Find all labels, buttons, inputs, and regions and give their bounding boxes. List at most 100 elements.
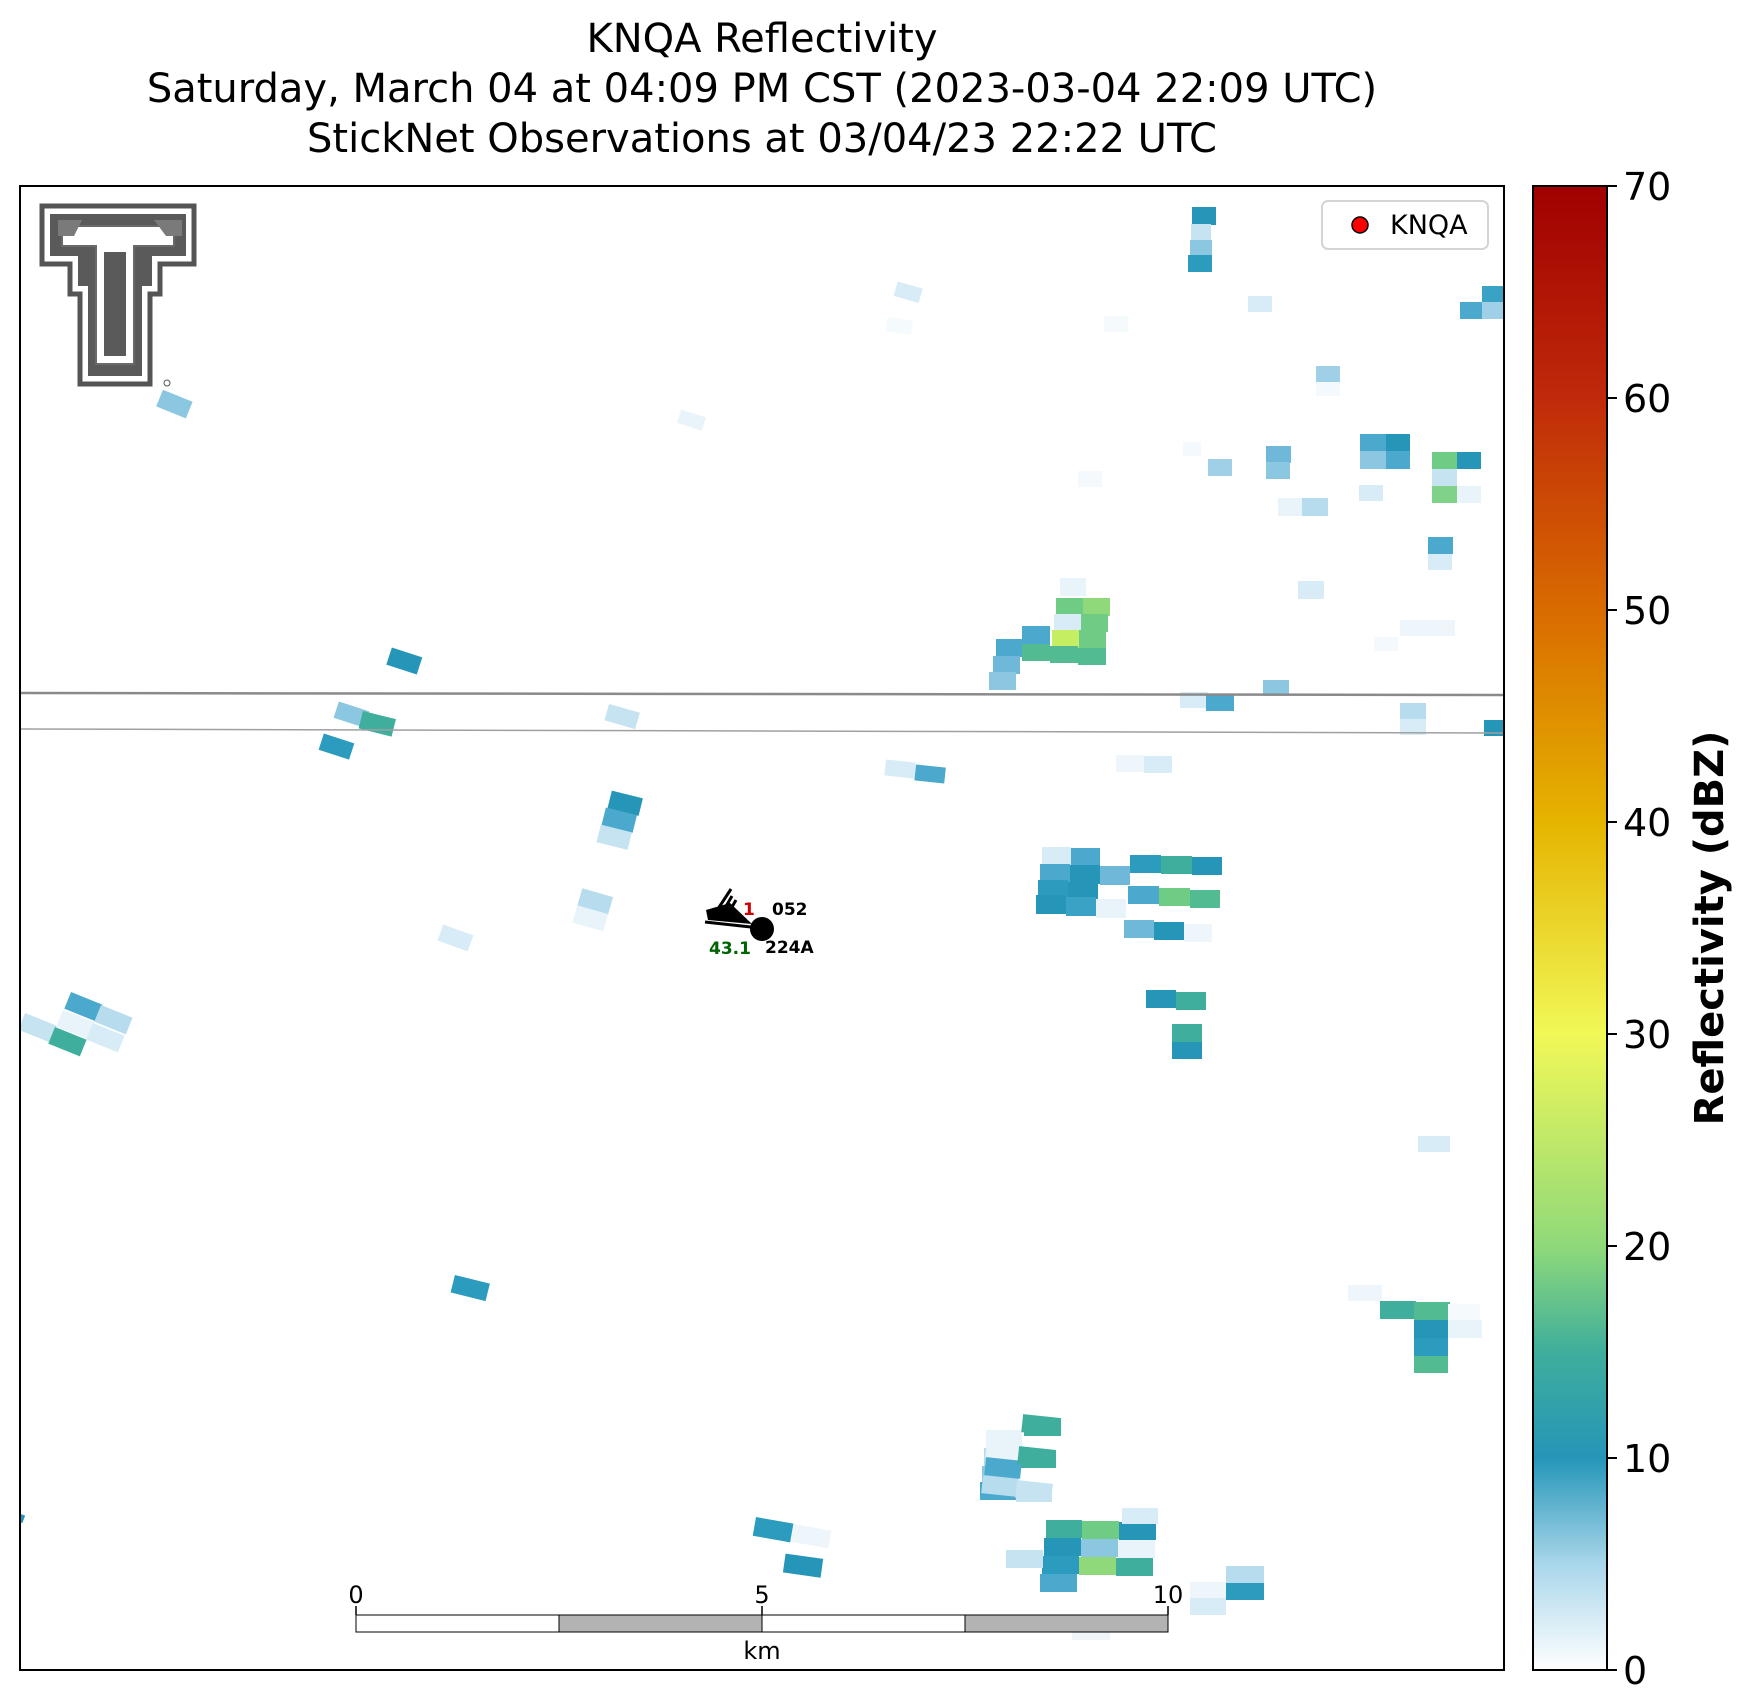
echo-cell	[1054, 614, 1081, 632]
echo-cell	[64, 991, 103, 1022]
echo-cell	[1083, 598, 1110, 616]
echo-cell	[1206, 694, 1234, 711]
echo-cell	[1482, 302, 1504, 319]
echo-cell	[790, 1524, 832, 1549]
echo-cell	[1184, 924, 1212, 942]
echo-cell	[1278, 498, 1304, 516]
boundary-line-upper	[20, 691, 1504, 697]
echo-cell	[782, 1553, 824, 1578]
scale-tick-label: 10	[1153, 1581, 1184, 1609]
echo-cell	[333, 701, 370, 728]
colorbar-label: Reflectivity (dBZ)	[1687, 731, 1733, 1126]
colorbar: 0 10 20 30 40 50 60 70 Reflectivity (dBZ)	[1532, 165, 1733, 1693]
boundary-line-lower	[20, 728, 1504, 734]
echo-cell	[1161, 856, 1192, 874]
echo-cell	[752, 1517, 794, 1543]
echo-cell	[1374, 637, 1398, 651]
station-temperature: 1	[743, 900, 755, 920]
echo-cell	[386, 647, 423, 675]
echo-cell	[1360, 451, 1386, 469]
colorbar-gradient	[1532, 185, 1608, 1671]
echo-cell	[1078, 648, 1106, 665]
colorbar-tick-label: 10	[1623, 1437, 1671, 1481]
echo-cell	[1021, 1414, 1059, 1436]
title-datetime: Saturday, March 04 at 04:09 PM CST (2023…	[146, 66, 1378, 112]
echo-cell	[1190, 1598, 1226, 1615]
echo-cell	[1414, 1338, 1448, 1356]
echo-cell	[1188, 255, 1212, 272]
echo-cell	[1130, 855, 1161, 873]
scale-tick-label: 0	[348, 1581, 363, 1609]
colorbar-tick-label: 0	[1623, 1649, 1647, 1693]
echo-cell	[1144, 756, 1172, 773]
station-dewpoint: 43.1	[709, 939, 751, 959]
echo-cell	[1348, 1285, 1382, 1301]
echo-cell	[1183, 442, 1201, 456]
echo-cell	[985, 1439, 1023, 1461]
echo-cell	[1192, 207, 1216, 225]
echo-cell	[604, 703, 640, 730]
echo-cell	[1060, 578, 1086, 596]
echo-cell	[1266, 446, 1291, 463]
echo-cell	[596, 824, 632, 850]
echo-cell	[1432, 452, 1457, 470]
echo-cell	[1071, 848, 1100, 867]
echo-cell	[1208, 459, 1232, 476]
scale-segment	[761, 1614, 966, 1633]
echo-cell	[601, 807, 637, 833]
echo-cell	[1457, 486, 1481, 503]
title-radar: KNQA Reflectivity	[586, 16, 938, 62]
echo-cell	[1050, 646, 1078, 663]
echo-cell	[1124, 920, 1154, 938]
echo-cell	[1298, 581, 1324, 599]
echo-cell	[1400, 719, 1426, 735]
echo-cell	[1176, 992, 1206, 1010]
echo-cell	[1432, 486, 1457, 503]
legend: KNQA	[1321, 200, 1489, 250]
echo-cell	[1100, 866, 1130, 885]
echo-cell	[1418, 1136, 1450, 1152]
echo-cell	[1017, 1446, 1055, 1468]
echo-cell	[1079, 1557, 1116, 1575]
echo-cell	[1119, 1522, 1156, 1540]
echo-cell	[1428, 537, 1453, 554]
station-marker	[750, 917, 774, 941]
echo-cell	[1040, 864, 1070, 883]
colorbar-tick-label: 60	[1623, 377, 1671, 421]
echo-cell	[607, 790, 643, 816]
echo-cell	[1118, 1540, 1155, 1558]
echo-cell	[1190, 240, 1212, 256]
echo-cell	[1263, 680, 1289, 696]
wind-barb-fill	[706, 903, 752, 924]
echo-cell	[1414, 1320, 1448, 1338]
echo-cell	[1096, 899, 1126, 918]
echo-cell	[1460, 302, 1484, 319]
echo-cell	[1052, 630, 1079, 648]
echo-cell	[1191, 224, 1211, 241]
echo-cell	[48, 1026, 87, 1057]
echo-cell	[450, 1274, 490, 1302]
echo-cell	[1190, 890, 1220, 908]
echo-cell	[318, 733, 355, 760]
echo-cell	[996, 639, 1022, 657]
texas-tech-double-t-logo	[39, 203, 197, 387]
map-frame	[19, 185, 1505, 1671]
echo-cell	[1302, 498, 1328, 516]
figure-title: KNQA Reflectivity Saturday, March 04 at …	[20, 14, 1504, 164]
echo-cell	[437, 924, 474, 952]
scale-bar: 0 5 10 km	[348, 1581, 1183, 1665]
echo-cell	[1414, 1356, 1448, 1373]
reflectivity-layer	[20, 207, 1504, 1640]
echo-cell	[1078, 471, 1102, 487]
echo-cell	[1266, 462, 1290, 479]
scale-segment	[355, 1614, 560, 1633]
scale-segment	[964, 1614, 1169, 1633]
echo-cell	[20, 1012, 57, 1043]
echo-cell	[1104, 316, 1128, 332]
legend-marker-icon	[1351, 216, 1369, 234]
echo-cell	[1180, 692, 1208, 708]
echo-cell	[984, 1457, 1022, 1479]
echo-cell	[1386, 434, 1410, 452]
echo-cell	[572, 905, 609, 932]
colorbar-tick-label: 70	[1623, 165, 1671, 209]
